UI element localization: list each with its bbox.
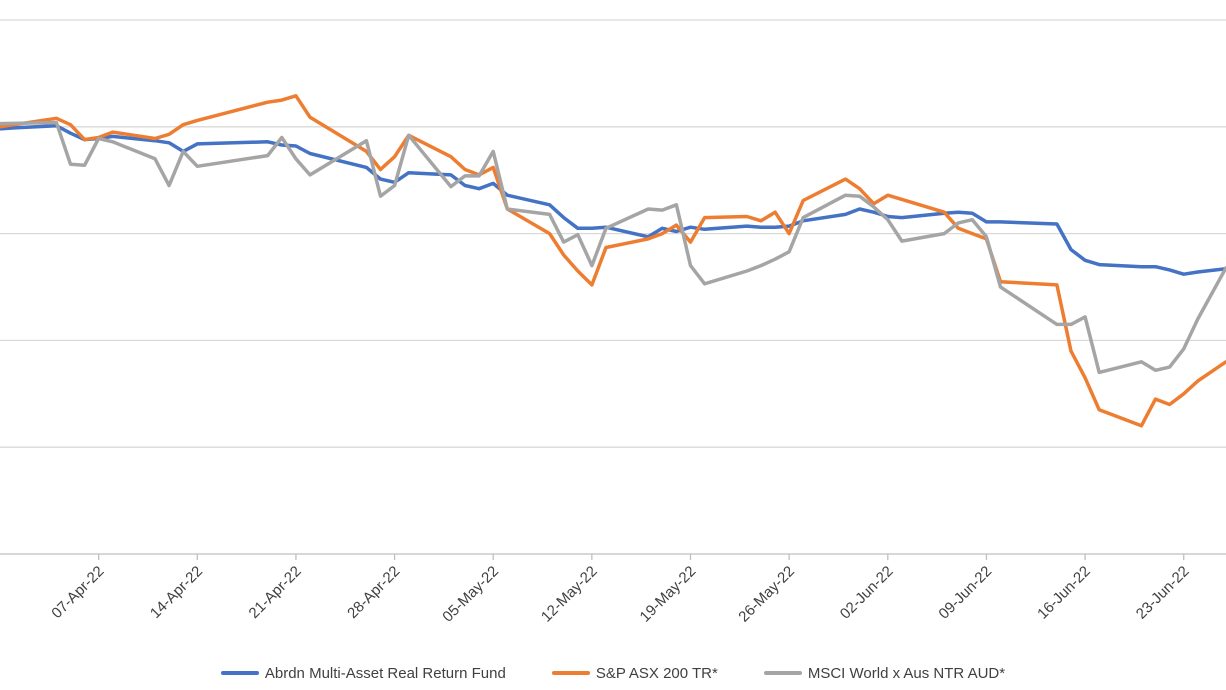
x-tick-label: 16-Jun-22 (1034, 563, 1094, 623)
gridlines (0, 19, 1226, 555)
x-tick-label: 28-Apr-22 (344, 563, 403, 622)
x-tick-label: 23-Jun-22 (1133, 563, 1193, 623)
legend-label-msci: MSCI World x Aus NTR AUD* (807, 664, 1006, 682)
legend-item-msci: MSCI World x Aus NTR AUD* (763, 660, 1006, 686)
legend-label-asx200: S&P ASX 200 TR* (595, 664, 718, 682)
legend-swatch-abrdn (220, 671, 259, 675)
legend-swatch-asx200 (551, 671, 590, 675)
legend: Abrdn Multi-Asset Real Return Fund S&P A… (0, 660, 1226, 686)
series-lines (0, 94, 1226, 428)
x-tick-label: 19-May-22 (637, 563, 700, 626)
x-tick-label: 21-Apr-22 (246, 563, 305, 622)
x-tick-label: 14-Apr-22 (147, 563, 206, 622)
series-line-asx200 (0, 94, 1226, 428)
legend-swatch-msci (763, 671, 802, 675)
legend-label-abrdn: Abrdn Multi-Asset Real Return Fund (264, 664, 506, 682)
x-tick-label: 05-May-22 (439, 563, 502, 626)
x-tick-label: 07-Apr-22 (48, 563, 107, 622)
x-tick-label: 12-May-22 (538, 563, 601, 626)
series-line-abrdn (0, 123, 1226, 276)
x-tick-labels: 07-Apr-22 14-Apr-22 21-Apr-22 28-Apr-22 05-M… (48, 563, 1192, 626)
x-axis (97, 554, 1185, 560)
x-tick-label: 02-Jun-22 (837, 563, 897, 623)
legend-item-asx200: S&P ASX 200 TR* (551, 660, 718, 686)
legend-item-abrdn: Abrdn Multi-Asset Real Return Fund (220, 660, 506, 686)
series-line-msci (0, 120, 1226, 375)
x-tick-label: 09-Jun-22 (935, 563, 995, 623)
line-chart: 07-Apr-22 14-Apr-22 21-Apr-22 28-Apr-22 05-M… (0, 19, 1226, 626)
x-tick-label: 26-May-22 (735, 563, 798, 626)
